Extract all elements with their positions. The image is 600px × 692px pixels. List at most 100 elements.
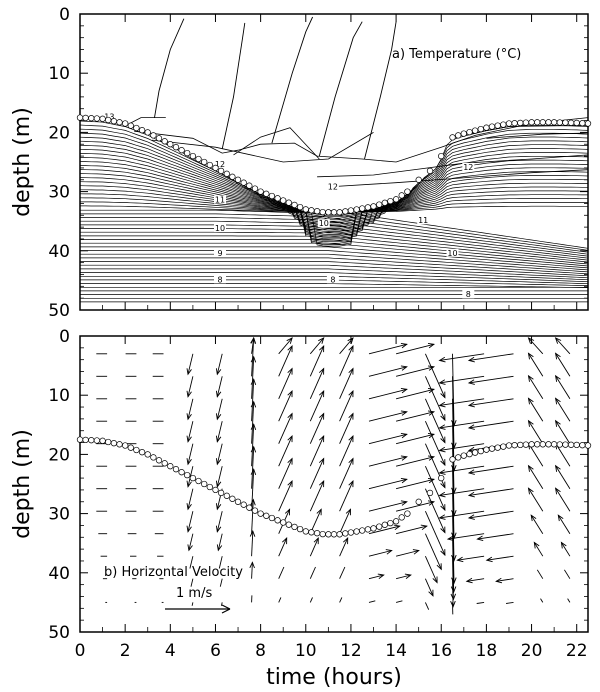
isotherm-line bbox=[79, 153, 589, 228]
isotherm-line bbox=[79, 177, 589, 237]
interface-marker bbox=[550, 441, 558, 448]
velocity-vector bbox=[486, 555, 514, 561]
contour-label-bg bbox=[446, 248, 459, 257]
y-tick-label: 0 bbox=[59, 327, 70, 347]
isotherm-line bbox=[79, 197, 588, 244]
velocity-vector bbox=[278, 345, 293, 377]
isotherm-line bbox=[80, 205, 588, 247]
interface-marker bbox=[545, 119, 552, 126]
interface-marker bbox=[347, 207, 355, 214]
velocity-vector bbox=[278, 435, 293, 467]
isotherm-line bbox=[79, 157, 589, 229]
interface-marker bbox=[150, 132, 157, 139]
interface-marker bbox=[313, 208, 321, 215]
interface-marker bbox=[398, 514, 405, 521]
isotherm-line bbox=[79, 132, 589, 221]
velocity-arrowhead bbox=[348, 412, 354, 420]
interface-marker bbox=[325, 209, 332, 216]
velocity-arrowhead bbox=[427, 387, 436, 394]
interface-marker bbox=[257, 510, 264, 517]
interface-marker bbox=[494, 444, 501, 451]
velocity-vector bbox=[564, 569, 571, 579]
velocity-arrowhead bbox=[287, 345, 293, 353]
velocity-arrowhead bbox=[485, 556, 493, 563]
velocity-vector bbox=[278, 480, 293, 512]
interface-marker bbox=[155, 135, 163, 142]
interface-marker bbox=[201, 480, 208, 488]
y-tick-label: 20 bbox=[48, 445, 70, 465]
velocity-vector bbox=[528, 465, 544, 489]
velocity-vector bbox=[557, 514, 571, 534]
velocity-arrowhead bbox=[287, 412, 293, 420]
velocity-vector bbox=[278, 337, 293, 355]
interface-marker bbox=[381, 199, 388, 206]
velocity-vector bbox=[452, 488, 455, 561]
velocity-arrowhead bbox=[440, 391, 446, 399]
interface-marker bbox=[449, 456, 456, 463]
velocity-vector bbox=[368, 388, 407, 400]
interface-marker bbox=[342, 208, 349, 215]
isotherm-line bbox=[80, 246, 589, 269]
velocity-arrowhead bbox=[348, 435, 354, 443]
velocity-vector bbox=[395, 343, 435, 355]
velocity-vector bbox=[439, 353, 485, 361]
velocity-vector bbox=[217, 533, 223, 551]
velocity-vector bbox=[190, 578, 194, 587]
interface-marker bbox=[438, 474, 445, 482]
velocity-arrowhead bbox=[440, 504, 446, 512]
contour-label-bg bbox=[214, 223, 226, 232]
velocity-arrowhead bbox=[249, 529, 256, 537]
velocity-vector bbox=[309, 435, 325, 467]
interface-marker bbox=[263, 190, 270, 197]
isotherm-line bbox=[80, 242, 589, 267]
interface-marker bbox=[370, 525, 377, 532]
velocity-vector bbox=[251, 446, 255, 489]
interface-marker bbox=[505, 120, 513, 127]
velocity-vector bbox=[439, 465, 485, 474]
interface-marker bbox=[122, 120, 129, 127]
velocity-vector bbox=[368, 574, 384, 580]
isotherm-line bbox=[79, 193, 588, 243]
velocity-vector bbox=[368, 456, 407, 467]
interface-marker bbox=[517, 119, 524, 127]
velocity-arrowhead bbox=[440, 459, 446, 467]
velocity-vector bbox=[339, 509, 351, 534]
interface-marker bbox=[483, 446, 490, 453]
velocity-vector bbox=[452, 376, 455, 449]
velocity-arrowhead bbox=[438, 401, 446, 408]
interface-marker bbox=[500, 443, 507, 450]
velocity-arrowhead bbox=[467, 491, 475, 498]
velocity-arrowhead bbox=[432, 576, 438, 584]
interface-marker bbox=[76, 436, 84, 443]
interface-marker bbox=[144, 451, 151, 458]
interface-marker bbox=[110, 440, 118, 447]
interface-marker bbox=[319, 208, 326, 216]
interface-marker bbox=[567, 441, 575, 448]
interface-marker bbox=[93, 437, 101, 444]
velocity-vector bbox=[555, 375, 571, 400]
velocity-arrowhead bbox=[215, 368, 222, 376]
interface-marker bbox=[280, 519, 287, 526]
velocity-arrowhead bbox=[249, 561, 255, 569]
interface-marker bbox=[325, 531, 332, 538]
velocity-arrowhead bbox=[284, 508, 291, 516]
velocity-vector bbox=[439, 420, 485, 429]
contour-label: 12 bbox=[463, 163, 473, 172]
interface-marker bbox=[455, 454, 462, 461]
interface-marker bbox=[206, 161, 213, 169]
velocity-vector bbox=[368, 525, 400, 535]
surface-isotherm bbox=[364, 21, 397, 160]
x-tick-label: 14 bbox=[385, 641, 407, 661]
velocity-vector bbox=[424, 533, 442, 570]
isotherm-line bbox=[79, 165, 589, 232]
velocity-arrowhead bbox=[287, 457, 293, 465]
interface-marker bbox=[522, 441, 530, 448]
velocity-plot-frame bbox=[79, 335, 589, 633]
interface-marker bbox=[229, 173, 236, 180]
interface-marker bbox=[223, 492, 230, 499]
interface-marker bbox=[167, 463, 174, 470]
velocity-vector bbox=[424, 556, 438, 583]
velocity-arrowhead bbox=[440, 436, 446, 444]
velocity-arrowhead bbox=[438, 379, 446, 385]
